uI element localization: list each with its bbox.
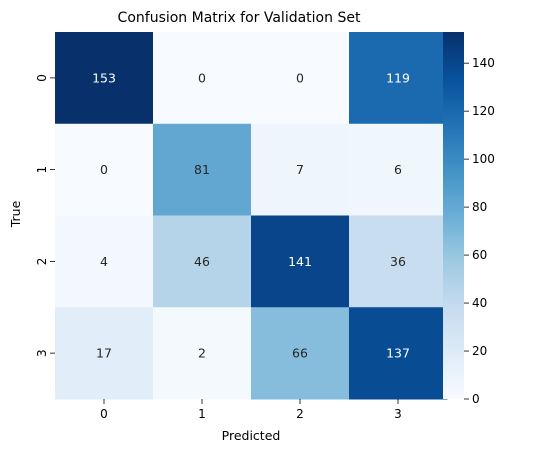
heatmap-cell	[55, 215, 154, 308]
x-tick-label: 2	[296, 407, 304, 421]
heatmap-cell	[55, 307, 154, 400]
cell-value-label: 137	[386, 346, 410, 361]
heatmap-cell	[153, 32, 252, 125]
colorbar-tick-label: 60	[472, 248, 487, 262]
cell-value-label: 17	[96, 346, 112, 361]
colorbar	[443, 32, 464, 399]
colorbar-tick-label: 120	[472, 104, 495, 118]
cell-value-label: 4	[100, 254, 108, 269]
colorbar-tick-label: 20	[472, 344, 487, 358]
cell-value-label: 81	[194, 162, 210, 177]
colorbar-tick-label: 0	[472, 392, 480, 406]
cell-value-label: 66	[292, 346, 308, 361]
x-tick-label: 0	[100, 407, 108, 421]
x-axis-label: Predicted	[222, 428, 281, 443]
heatmap-cell	[153, 307, 252, 400]
heatmap-cell	[55, 123, 154, 216]
y-axis-label: True	[8, 200, 23, 228]
heatmap-cell	[153, 215, 252, 308]
y-axis-ticks: 0 1 2 3	[35, 74, 55, 357]
cell-value-label: 46	[194, 254, 210, 269]
cell-value-label: 119	[386, 70, 410, 85]
heatmap-cell	[251, 307, 350, 400]
heatmap-cell	[349, 307, 448, 400]
x-tick-label: 1	[198, 407, 206, 421]
cell-value-label: 0	[198, 70, 206, 85]
cell-value-label: 2	[198, 346, 206, 361]
x-tick-label: 3	[394, 407, 402, 421]
y-tick-label: 1	[35, 166, 49, 174]
cell-value-label: 7	[296, 162, 304, 177]
heatmap-cell	[251, 123, 350, 216]
colorbar-tick-label: 100	[472, 152, 495, 166]
heatmap-cell	[349, 32, 448, 125]
heatmap-cells: 153 0 0 119 0 81 7 6 4 46 141 36 17 2 66 137	[55, 32, 448, 400]
x-axis-ticks: 0 1 2 3	[100, 399, 402, 421]
cell-value-label: 0	[100, 162, 108, 177]
heatmap-cell	[349, 123, 448, 216]
colorbar-tick-label: 140	[472, 56, 495, 70]
heatmap-cell	[251, 32, 350, 125]
cell-value-label: 153	[92, 70, 116, 85]
y-tick-label: 3	[35, 349, 49, 357]
cell-value-label: 36	[390, 254, 406, 269]
cell-value-label: 141	[288, 254, 312, 269]
colorbar-tick-label: 80	[472, 200, 487, 214]
heatmap-cell	[251, 215, 350, 308]
y-tick-label: 0	[35, 74, 49, 82]
y-tick-label: 2	[35, 258, 49, 266]
cell-value-label: 0	[296, 70, 304, 85]
heatmap-cell	[153, 123, 252, 216]
colorbar-tick-label: 40	[472, 296, 487, 310]
heatmap-cell	[349, 215, 448, 308]
colorbar-ticks: 0 20 40 60 80 100 120 140	[464, 56, 495, 406]
chart-title: Confusion Matrix for Validation Set	[118, 10, 361, 26]
cell-value-label: 6	[394, 162, 402, 177]
heatmap-cell	[55, 32, 154, 125]
